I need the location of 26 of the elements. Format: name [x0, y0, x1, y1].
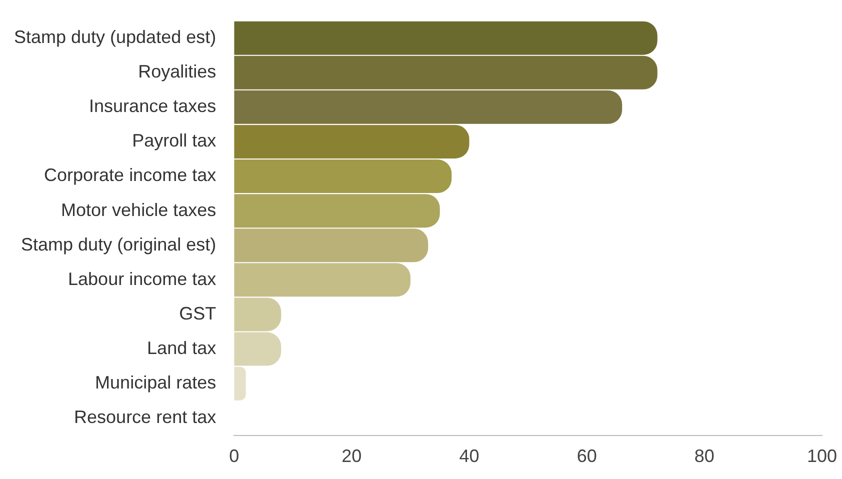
x-tick-label: 100 [806, 446, 838, 466]
bar [234, 124, 470, 158]
bar [234, 228, 428, 262]
y-tick-label: Payroll tax [132, 130, 216, 151]
x-tick-label: 0 [229, 446, 240, 466]
y-tick-label: Insurance taxes [89, 96, 216, 116]
bar [234, 298, 282, 332]
y-tick-label: Labour income tax [68, 268, 216, 289]
y-tick-label: Stamp duty (original est) [21, 234, 216, 254]
y-tick-label: Municipal rates [95, 372, 216, 393]
y-tick-label: Royalities [138, 62, 216, 82]
y-tick-label: Corporate income tax [44, 165, 216, 186]
bar [234, 263, 410, 297]
bar [234, 160, 452, 194]
x-tick-label: 40 [459, 446, 480, 466]
x-tick-label: 20 [342, 446, 362, 466]
x-tick-label: 80 [694, 446, 714, 466]
bar [234, 332, 282, 366]
x-tick-label: 60 [576, 446, 597, 466]
y-tick-label: Stamp duty (updated est) [14, 27, 216, 48]
y-tick-label: Resource rent tax [74, 407, 216, 428]
y-tick-label: Motor vehicle taxes [61, 200, 216, 220]
bar [234, 366, 246, 400]
y-tick-label: GST [179, 303, 216, 324]
bar [234, 194, 440, 228]
y-tick-label: Land tax [147, 338, 216, 358]
